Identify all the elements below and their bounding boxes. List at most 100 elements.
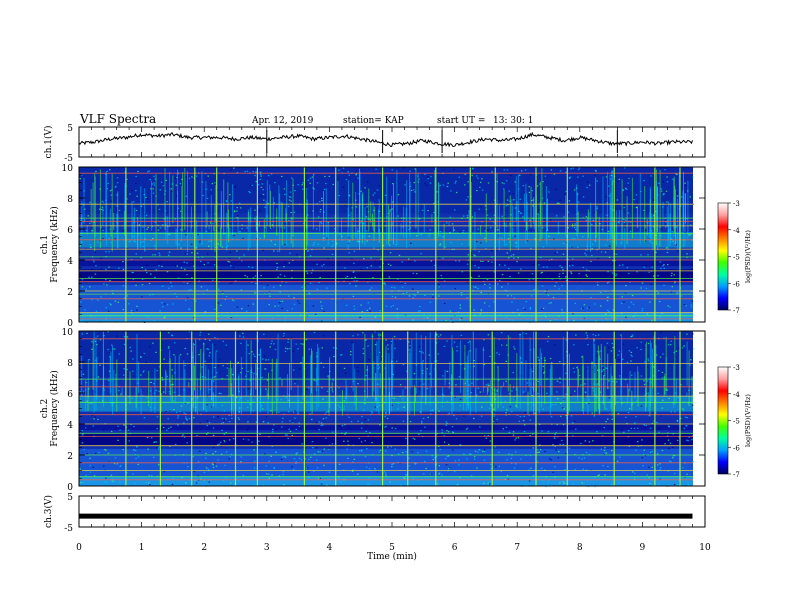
noise-speck [186,442,188,444]
noise-speck [618,375,621,377]
noise-speck [557,457,560,459]
noise-speck [147,226,149,229]
noise-speck [385,425,387,427]
noise-speck [297,348,299,350]
noise-speck [497,229,499,231]
noise-speck [271,431,274,433]
noise-speck [128,241,131,243]
noise-speck [589,331,591,333]
noise-speck [221,417,224,420]
noise-speck [384,416,386,418]
noise-speck [421,420,423,422]
noise-speck [591,387,594,389]
noise-speck [440,274,442,277]
noise-speck [105,279,107,281]
noise-speck [625,316,627,318]
noise-speck [83,449,85,451]
noise-speck [582,175,584,177]
noise-speck [412,288,414,290]
noise-speck [686,333,688,335]
noise-speck [353,262,355,264]
noise-speck [442,375,444,377]
noise-speck [466,427,469,429]
noise-speck [165,179,168,181]
noise-speck [505,426,508,428]
noise-speck [332,244,334,246]
noise-speck [508,241,511,243]
noise-speck [116,177,119,179]
noise-speck [483,451,486,453]
noise-speck [239,397,241,399]
noise-speck [96,241,99,243]
noise-speck [652,275,655,277]
noise-speck [523,431,526,433]
noise-speck [116,463,119,465]
noise-speck [251,351,253,353]
noise-speck [493,408,495,410]
noise-speck [479,313,482,315]
noise-speck [522,185,525,187]
noise-speck [419,411,422,413]
noise-speck [586,275,588,277]
noise-speck [501,215,503,217]
noise-speck [623,167,626,169]
noise-speck [293,303,296,305]
noise-speck [231,299,234,301]
noise-speck [280,458,283,460]
noise-speck [442,257,444,259]
noise-speck [622,218,625,220]
noise-speck [588,441,591,443]
noise-speck [512,193,514,195]
noise-speck [368,483,370,485]
noise-speck [81,319,84,321]
noise-speck [597,284,599,286]
noise-speck [517,272,520,274]
noise-speck [274,182,276,184]
noise-speck [609,413,611,415]
noise-speck [261,383,264,385]
noise-speck [572,258,574,260]
noise-speck [167,347,170,349]
noise-speck [405,437,407,440]
noise-speck [388,244,391,246]
noise-speck [618,482,620,484]
noise-speck [425,467,427,470]
noise-speck [353,458,356,460]
noise-speck [222,340,225,342]
noise-speck [195,300,197,302]
noise-speck [84,427,87,429]
noise-speck [524,169,527,171]
noise-speck [154,221,157,223]
noise-speck [332,183,334,186]
noise-speck [473,254,475,256]
noise-speck [408,439,411,441]
noise-speck [673,483,676,485]
noise-speck [522,307,525,309]
noise-speck [612,347,614,349]
noise-speck [650,283,652,285]
noise-speck [658,300,661,303]
noise-speck [281,421,284,423]
noise-speck [470,276,473,278]
noise-speck [530,229,533,232]
noise-speck [237,417,240,419]
noise-speck [584,383,586,385]
noise-speck [619,456,621,458]
noise-speck [254,209,256,211]
noise-speck [489,463,492,465]
noise-speck [328,175,331,177]
noise-speck [384,367,387,369]
noise-speck [271,224,274,226]
noise-speck [438,284,440,286]
noise-speck [213,264,216,266]
noise-speck [263,333,265,335]
noise-speck [488,283,491,285]
colorbar-tick-label: -5 [733,254,740,262]
noise-speck [360,441,363,443]
noise-speck [636,347,638,349]
noise-speck [466,297,469,299]
colorbar-strip [717,202,729,311]
noise-speck [343,367,346,369]
noise-speck [420,430,422,432]
noise-speck [122,274,124,276]
